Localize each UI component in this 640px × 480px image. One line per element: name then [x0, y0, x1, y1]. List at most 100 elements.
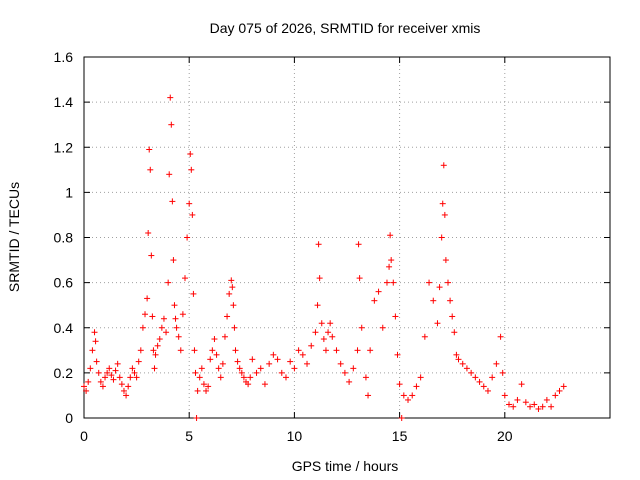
data-point	[439, 200, 446, 207]
data-point	[97, 378, 104, 385]
data-point	[148, 252, 155, 259]
data-point	[112, 367, 119, 374]
data-point	[245, 381, 252, 388]
data-point	[430, 297, 437, 304]
data-point	[379, 324, 386, 331]
data-point	[346, 378, 353, 385]
y-tick-label: 1.4	[54, 94, 74, 110]
data-point	[83, 387, 90, 394]
data-point	[179, 311, 186, 318]
data-point	[518, 381, 525, 388]
data-point	[315, 241, 322, 248]
data-point	[320, 336, 327, 343]
data-point	[163, 329, 170, 336]
data-point	[383, 279, 390, 286]
data-point	[133, 374, 140, 381]
data-point	[463, 365, 470, 372]
data-point	[480, 383, 487, 390]
data-point	[552, 392, 559, 399]
data-point	[535, 405, 542, 412]
data-point	[333, 347, 340, 354]
data-point	[362, 374, 369, 381]
data-point	[230, 302, 237, 309]
data-point	[358, 324, 365, 331]
data-point	[394, 351, 401, 358]
data-point	[501, 392, 508, 399]
data-point	[190, 290, 197, 297]
data-point	[325, 329, 332, 336]
data-point	[187, 151, 194, 158]
data-point	[95, 369, 102, 376]
data-point	[85, 378, 92, 385]
data-point	[386, 263, 393, 270]
data-point	[215, 365, 222, 372]
data-point	[356, 275, 363, 282]
data-point	[299, 351, 306, 358]
data-point	[522, 399, 529, 406]
data-point	[165, 279, 172, 286]
data-point	[158, 324, 165, 331]
data-point	[548, 403, 555, 410]
data-point	[177, 347, 184, 354]
data-point	[188, 166, 195, 173]
data-point	[144, 295, 151, 302]
data-point	[436, 284, 443, 291]
data-point	[142, 311, 149, 318]
data-point	[149, 313, 156, 320]
data-point	[438, 234, 445, 241]
data-point	[238, 369, 245, 376]
data-point	[560, 383, 567, 390]
y-tick-labels: 0 0.2 0.4 0.6 0.8 1 1.2 1.4 1.6	[54, 49, 74, 426]
data-point	[312, 329, 319, 336]
data-point	[449, 313, 456, 320]
y-tick-label: 0.4	[54, 320, 74, 336]
data-point	[329, 333, 336, 340]
data-point	[543, 396, 550, 403]
data-point	[472, 374, 479, 381]
data-point	[453, 351, 460, 358]
data-point	[388, 257, 395, 264]
data-point	[413, 383, 420, 390]
data-point	[489, 374, 496, 381]
data-point	[135, 358, 142, 365]
y-tick-label: 0.6	[54, 275, 74, 291]
data-point	[91, 329, 98, 336]
y-tick-label: 1.6	[54, 49, 74, 65]
data-point	[129, 365, 136, 372]
data-point	[191, 347, 198, 354]
data-point	[421, 333, 428, 340]
data-point	[120, 387, 127, 394]
data-point	[539, 403, 546, 410]
plot-frame	[83, 56, 611, 419]
grid-lines	[84, 57, 610, 418]
data-point	[192, 369, 199, 376]
data-point	[417, 374, 424, 381]
data-point	[221, 333, 228, 340]
x-tick-label: 0	[80, 428, 88, 444]
data-point	[531, 401, 538, 408]
data-point	[398, 415, 405, 421]
data-point	[270, 351, 277, 358]
y-tick-label: 1	[65, 184, 73, 200]
data-point	[355, 241, 362, 248]
data-point	[442, 257, 449, 264]
data-point	[229, 284, 236, 291]
data-point	[314, 302, 321, 309]
data-point	[196, 374, 203, 381]
data-point	[371, 297, 378, 304]
data-point	[194, 387, 201, 394]
data-point	[304, 360, 311, 367]
x-tick-labels: 0 5 10 15 20	[80, 428, 513, 444]
data-point	[125, 383, 132, 390]
data-point	[118, 381, 125, 388]
data-point	[316, 275, 323, 282]
data-point	[219, 360, 226, 367]
y-tick-label: 0	[65, 410, 73, 426]
data-point	[173, 324, 180, 331]
data-point	[322, 347, 329, 354]
data-point	[253, 369, 260, 376]
data-point	[203, 387, 210, 394]
data-point	[175, 333, 182, 340]
data-point	[387, 232, 394, 239]
